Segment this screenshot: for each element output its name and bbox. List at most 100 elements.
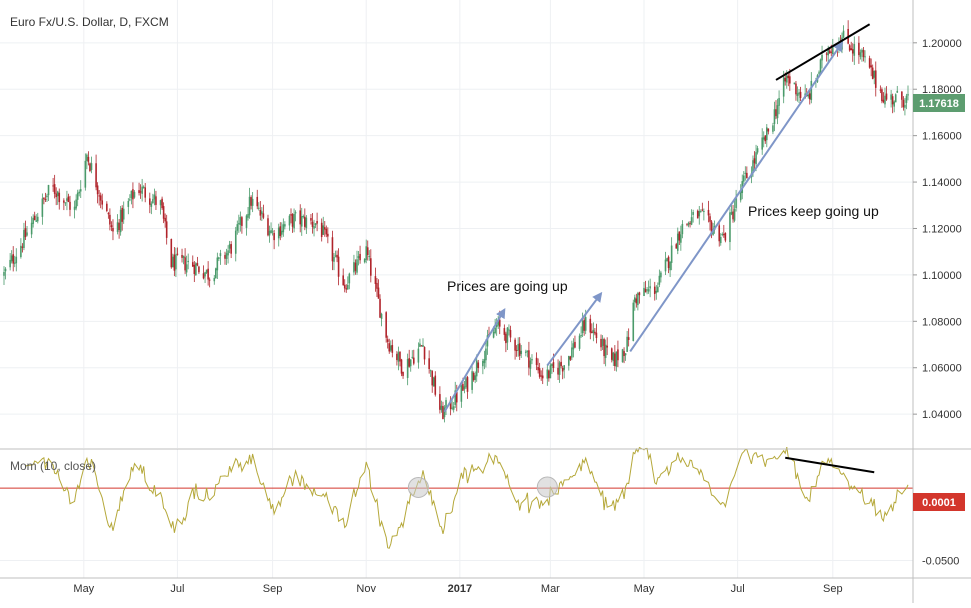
candle[interactable] (95, 154, 97, 191)
candle[interactable] (700, 209, 702, 213)
candle[interactable] (282, 218, 285, 237)
candle[interactable] (449, 396, 452, 416)
candle[interactable] (248, 187, 251, 219)
candle[interactable] (99, 192, 102, 209)
candle[interactable] (256, 189, 259, 210)
candle[interactable] (331, 230, 334, 271)
candle[interactable] (55, 187, 57, 206)
candle[interactable] (196, 256, 199, 267)
candle[interactable] (842, 25, 845, 38)
candle[interactable] (84, 153, 87, 191)
candle[interactable] (460, 383, 463, 408)
candle[interactable] (689, 221, 691, 228)
candle[interactable] (175, 247, 177, 278)
candle[interactable] (75, 194, 77, 211)
candle[interactable] (172, 253, 174, 268)
candle[interactable] (615, 351, 618, 372)
candle[interactable] (3, 266, 5, 286)
candle[interactable] (591, 323, 593, 334)
candle[interactable] (300, 207, 303, 236)
candle[interactable] (311, 213, 314, 234)
candle[interactable] (686, 223, 688, 227)
candle[interactable] (261, 207, 263, 222)
candle[interactable] (342, 268, 344, 286)
candle[interactable] (873, 70, 876, 85)
candle[interactable] (389, 340, 392, 353)
candle[interactable] (509, 325, 512, 343)
candle[interactable] (218, 256, 220, 262)
candle[interactable] (32, 214, 34, 228)
candle[interactable] (612, 351, 615, 366)
candle[interactable] (793, 82, 796, 85)
candle[interactable] (621, 348, 624, 363)
candle[interactable] (762, 131, 765, 148)
candle[interactable] (170, 238, 173, 269)
candle[interactable] (443, 405, 446, 423)
candle[interactable] (354, 259, 357, 275)
candle[interactable] (825, 51, 828, 62)
candle[interactable] (828, 48, 831, 54)
candle[interactable] (64, 202, 67, 206)
candle[interactable] (698, 205, 701, 225)
candle[interactable] (374, 267, 377, 292)
candle[interactable] (799, 86, 802, 102)
candle[interactable] (445, 397, 447, 415)
candle[interactable] (153, 188, 156, 206)
candle[interactable] (268, 225, 271, 243)
candle[interactable] (420, 345, 423, 347)
candle[interactable] (719, 233, 722, 246)
candle[interactable] (322, 216, 325, 235)
candle[interactable] (744, 166, 747, 181)
candle[interactable] (290, 208, 292, 224)
candle[interactable] (121, 205, 123, 231)
candle[interactable] (46, 193, 48, 202)
candle[interactable] (901, 91, 903, 108)
candle[interactable] (753, 151, 756, 171)
candle[interactable] (204, 271, 206, 283)
candle[interactable] (463, 380, 466, 394)
candle[interactable] (862, 47, 865, 62)
candle[interactable] (30, 216, 33, 239)
candle[interactable] (483, 350, 486, 370)
candle[interactable] (411, 350, 414, 360)
candle[interactable] (273, 229, 275, 250)
candle[interactable] (259, 201, 262, 221)
candle[interactable] (368, 250, 371, 261)
candle[interactable] (772, 122, 774, 135)
candle[interactable] (667, 255, 670, 274)
candle[interactable] (15, 248, 18, 272)
candle[interactable] (733, 199, 736, 223)
candle[interactable] (429, 369, 432, 378)
candle[interactable] (653, 281, 656, 301)
candle[interactable] (294, 210, 297, 222)
candle[interactable] (419, 338, 421, 348)
candle[interactable] (893, 100, 895, 113)
candle[interactable] (132, 182, 134, 209)
candle[interactable] (162, 202, 165, 224)
candle[interactable] (890, 89, 892, 108)
candle[interactable] (477, 359, 480, 373)
candle[interactable] (634, 294, 636, 311)
candle[interactable] (52, 177, 54, 192)
candle[interactable] (896, 85, 899, 93)
candle[interactable] (267, 214, 269, 237)
candle[interactable] (101, 193, 104, 210)
candle[interactable] (902, 96, 905, 111)
candle[interactable] (270, 222, 272, 234)
candle[interactable] (198, 265, 200, 274)
candle[interactable] (325, 225, 328, 238)
candle[interactable] (624, 353, 627, 361)
candle[interactable] (732, 205, 734, 223)
candle[interactable] (356, 250, 358, 275)
candle[interactable] (366, 240, 369, 261)
candle[interactable] (646, 287, 648, 295)
candle[interactable] (224, 251, 226, 265)
candle[interactable] (707, 200, 710, 223)
candle[interactable] (850, 41, 853, 51)
candle[interactable] (549, 363, 552, 379)
candle[interactable] (155, 190, 157, 211)
candle[interactable] (191, 255, 194, 268)
candle[interactable] (730, 204, 733, 216)
candle[interactable] (359, 245, 361, 264)
candle[interactable] (87, 151, 90, 166)
